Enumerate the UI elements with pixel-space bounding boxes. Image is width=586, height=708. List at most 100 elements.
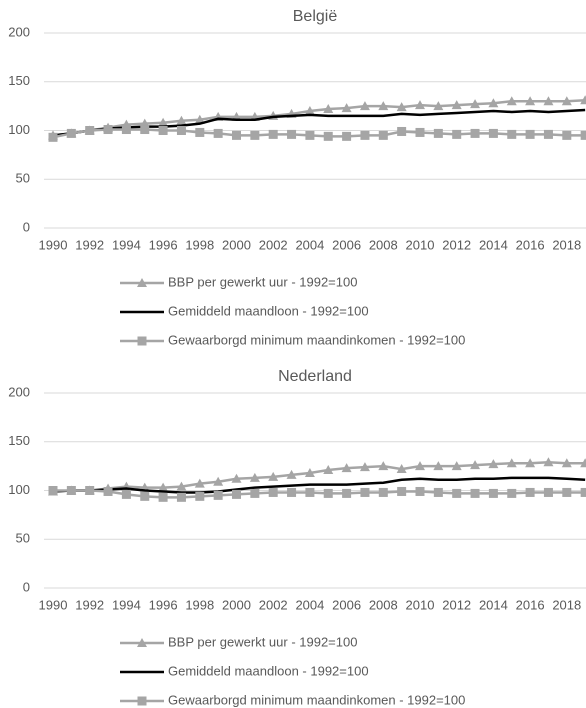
point	[195, 127, 205, 137]
point	[249, 472, 260, 482]
x-tick-label: 2000	[222, 597, 251, 612]
legend-label: Gewaarborgd minimum maandinkomen - 1992=…	[168, 332, 465, 347]
point	[48, 486, 58, 495]
point	[232, 489, 241, 499]
point	[103, 486, 113, 496]
series-line	[52, 460, 586, 493]
point	[176, 492, 186, 502]
point	[433, 128, 443, 138]
point	[176, 481, 187, 491]
point	[415, 127, 425, 137]
x-tick-label: 2018	[552, 237, 581, 252]
point	[488, 128, 498, 138]
x-tick-label: 2004	[295, 597, 324, 612]
point	[341, 463, 352, 473]
point	[48, 132, 58, 142]
point	[580, 458, 586, 468]
point	[378, 487, 388, 497]
x-tick-label: 2006	[332, 597, 361, 612]
point	[525, 458, 536, 468]
point	[580, 487, 586, 497]
chart-title: België	[293, 8, 338, 25]
point	[359, 462, 370, 472]
point	[250, 130, 260, 140]
y-tick-label: 200	[8, 24, 30, 39]
point	[137, 278, 147, 287]
x-tick-label: 1998	[185, 597, 214, 612]
point	[562, 487, 572, 497]
point	[580, 130, 586, 140]
x-tick-label: 1994	[112, 237, 141, 252]
y-tick-label: 200	[8, 384, 30, 399]
point	[323, 104, 334, 114]
point	[378, 461, 389, 471]
point	[158, 117, 169, 127]
point	[433, 487, 443, 497]
point	[305, 487, 315, 497]
point	[194, 114, 205, 124]
point	[451, 461, 462, 471]
point	[397, 126, 407, 136]
point	[525, 487, 535, 497]
point	[85, 486, 95, 495]
x-tick-label: 2012	[442, 237, 471, 252]
point	[137, 638, 147, 647]
y-tick-label: 150	[8, 73, 30, 88]
series-line	[52, 108, 586, 137]
point	[506, 458, 517, 468]
point	[176, 126, 186, 135]
point	[507, 129, 517, 139]
x-tick-label: 2006	[332, 237, 361, 252]
point	[231, 473, 242, 483]
x-tick-label: 2008	[369, 237, 398, 252]
point	[121, 125, 131, 135]
x-tick-label: 1998	[185, 237, 214, 252]
point	[268, 129, 278, 139]
x-tick-label: 1990	[39, 597, 68, 612]
x-tick-label: 2014	[479, 237, 508, 252]
point	[137, 336, 147, 346]
y-tick-label: 0	[23, 579, 30, 594]
y-tick-label: 50	[16, 531, 30, 546]
y-tick-label: 150	[8, 433, 30, 448]
point	[451, 100, 462, 110]
point	[488, 459, 499, 469]
legend-label: Gemiddeld maandloon - 1992=100	[168, 663, 369, 678]
point	[232, 130, 241, 140]
y-tick-label: 100	[8, 482, 30, 497]
series-line	[53, 489, 586, 499]
point	[323, 465, 334, 475]
point	[470, 488, 480, 498]
point	[470, 128, 480, 138]
point	[488, 98, 499, 108]
point	[488, 488, 498, 498]
point	[341, 103, 352, 113]
point	[66, 128, 76, 138]
point	[378, 130, 388, 140]
point	[433, 101, 444, 111]
point	[561, 458, 572, 468]
x-tick-label: 1996	[149, 237, 178, 252]
x-tick-label: 2016	[516, 597, 545, 612]
point	[415, 100, 425, 110]
point	[213, 490, 223, 500]
point	[85, 126, 95, 135]
y-tick-label: 0	[23, 219, 30, 234]
point	[452, 129, 462, 139]
y-tick-label: 50	[16, 171, 30, 186]
x-tick-label: 1992	[75, 237, 104, 252]
legend-label: Gewaarborgd minimum maandinkomen - 1992=…	[168, 692, 465, 707]
x-tick-label: 2012	[442, 597, 471, 612]
point	[323, 131, 333, 141]
point	[176, 115, 187, 125]
point	[397, 486, 407, 496]
point	[305, 130, 315, 140]
point	[580, 95, 586, 105]
point	[287, 487, 297, 497]
chart-title: Nederland	[278, 368, 352, 385]
x-tick-label: 1990	[39, 237, 68, 252]
point	[543, 96, 554, 106]
x-tick-label: 2008	[369, 597, 398, 612]
point	[250, 488, 260, 498]
